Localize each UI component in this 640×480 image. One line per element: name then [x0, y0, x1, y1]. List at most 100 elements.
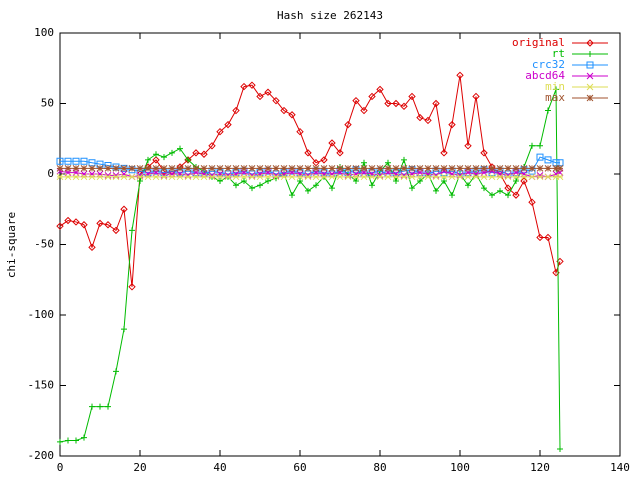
point: [400, 165, 408, 172]
point: [440, 149, 448, 157]
point: [504, 173, 512, 181]
point: [81, 434, 87, 441]
point: [248, 81, 256, 89]
point: [80, 157, 88, 165]
point: [528, 173, 536, 181]
point: [160, 173, 168, 181]
point: [409, 185, 415, 192]
point: [56, 173, 64, 181]
point: [488, 165, 496, 172]
point: [536, 153, 544, 161]
point: [449, 192, 455, 199]
point: [120, 173, 128, 181]
point: [496, 173, 504, 181]
point: [232, 173, 240, 181]
point: [472, 173, 480, 181]
point: [240, 165, 248, 172]
point: [528, 165, 536, 172]
point: [184, 173, 192, 181]
y-tick-label: -150: [28, 379, 55, 392]
point: [169, 149, 175, 156]
x-tick-label: 140: [610, 461, 630, 474]
series-line: [60, 156, 560, 175]
point: [448, 165, 456, 172]
point: [352, 173, 360, 181]
y-tick-label: 100: [34, 26, 54, 39]
series-line: [59, 75, 561, 287]
point: [96, 165, 104, 172]
legend-label: rt: [552, 47, 565, 60]
point: [304, 173, 312, 181]
y-tick-label: -50: [34, 238, 54, 251]
point: [177, 145, 183, 152]
point: [480, 149, 488, 157]
point: [408, 165, 416, 172]
point: [417, 178, 423, 185]
point: [64, 173, 72, 181]
point: [312, 173, 320, 181]
point: [489, 192, 495, 199]
point: [249, 185, 255, 192]
point: [456, 172, 464, 179]
point: [257, 182, 263, 189]
point: [529, 142, 535, 149]
point: [344, 120, 352, 129]
x-tick-label: 80: [373, 461, 386, 474]
point: [424, 170, 432, 178]
y-tick-label: 0: [47, 167, 54, 180]
point: [480, 165, 488, 172]
point: [496, 170, 504, 178]
point: [192, 173, 200, 181]
point: [280, 173, 288, 181]
point: [416, 113, 424, 122]
x-tick-label: 100: [450, 461, 470, 474]
point: [368, 92, 376, 101]
point: [472, 170, 480, 178]
point: [392, 170, 400, 178]
point: [256, 165, 264, 172]
point: [96, 219, 104, 228]
point: [97, 403, 103, 410]
point: [200, 173, 208, 181]
point: [536, 165, 544, 172]
point: [456, 165, 464, 172]
point: [216, 127, 224, 136]
point: [504, 165, 512, 172]
point: [232, 106, 240, 115]
point: [256, 92, 264, 101]
point: [480, 173, 488, 181]
point: [376, 173, 384, 181]
point: [256, 173, 264, 181]
point: [433, 187, 439, 194]
point: [152, 156, 160, 164]
point: [528, 198, 536, 206]
point: [393, 178, 399, 185]
point: [113, 368, 119, 375]
point: [424, 116, 432, 125]
point: [104, 165, 112, 172]
point: [88, 170, 96, 178]
point: [104, 172, 112, 179]
point: [520, 177, 528, 185]
point: [320, 173, 328, 181]
point: [586, 39, 594, 47]
point: [224, 172, 232, 179]
point: [224, 120, 232, 129]
point: [65, 437, 71, 444]
point: [240, 82, 248, 91]
point: [232, 170, 240, 178]
point: [304, 165, 312, 172]
point: [56, 157, 64, 165]
point: [424, 173, 432, 181]
point: [424, 165, 432, 172]
point: [296, 165, 304, 172]
point: [89, 403, 95, 410]
point: [587, 51, 593, 57]
point: [297, 178, 303, 185]
point: [408, 170, 416, 178]
point: [280, 165, 288, 172]
point: [456, 71, 464, 80]
point: [224, 165, 232, 172]
point: [200, 150, 208, 158]
